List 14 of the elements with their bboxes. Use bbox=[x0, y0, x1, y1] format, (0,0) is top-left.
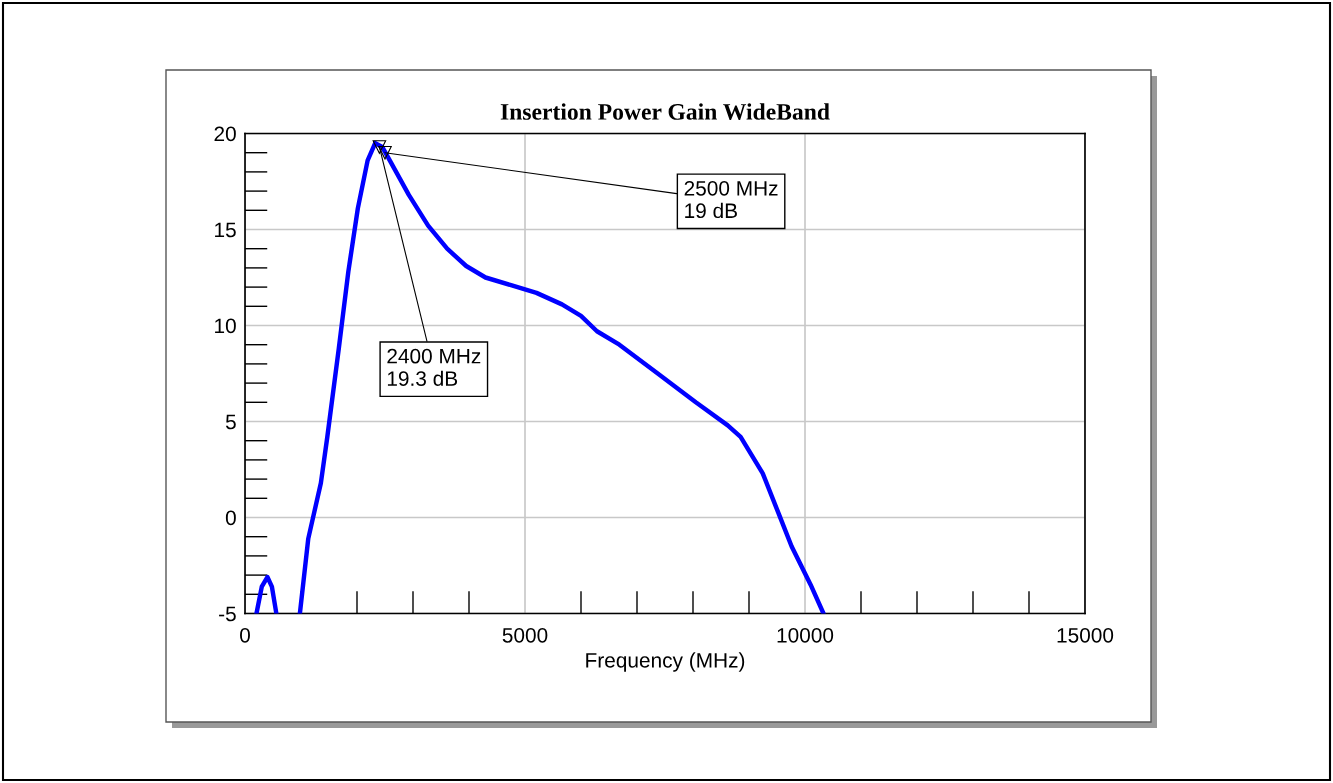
x-axis-title: Frequency (MHz) bbox=[586, 652, 745, 672]
x-tick-label: 5000 bbox=[502, 627, 548, 643]
x-tick-label: 10000 bbox=[777, 627, 834, 643]
chart-title: Insertion Power Gain WideBand bbox=[500, 103, 830, 120]
y-tick-label: 20 bbox=[214, 126, 236, 142]
y-tick-label: 15 bbox=[215, 222, 236, 238]
x-tick-label: 15000 bbox=[1057, 627, 1114, 643]
y-tick-label: -5 bbox=[219, 606, 236, 622]
annotation: 2400 MHz 19.3 dB bbox=[387, 348, 481, 386]
y-tick-label: 0 bbox=[225, 510, 236, 526]
y-tick-label: 10 bbox=[215, 318, 236, 334]
annotation: 2500 MHz 19 dB bbox=[684, 180, 778, 219]
x-tick-label: 0 bbox=[240, 627, 250, 643]
y-tick-label: 5 bbox=[225, 414, 236, 430]
